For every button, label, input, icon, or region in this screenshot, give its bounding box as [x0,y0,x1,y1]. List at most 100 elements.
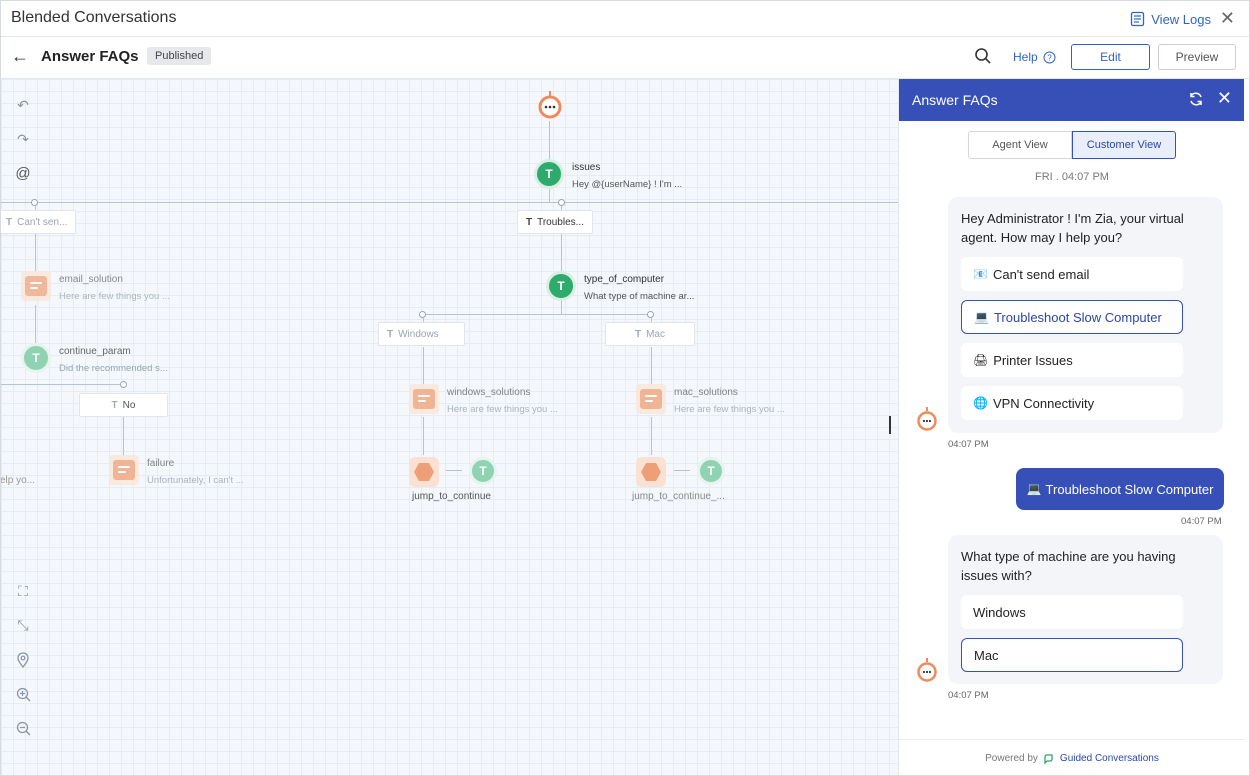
svg-text:?: ? [1047,53,1052,62]
tab-agent-view[interactable]: Agent View [968,131,1072,159]
preview-title: Answer FAQs [912,92,998,108]
text-type-icon: T [111,399,118,411]
zoom-in-icon[interactable] [12,683,34,705]
view-logs-link[interactable]: View Logs [1130,11,1211,27]
node-name: issues [572,162,601,173]
option-mac[interactable]: Mac [961,638,1183,672]
guided-conversations-logo-icon [1044,753,1053,765]
undo-icon[interactable]: ↶ [17,96,29,113]
branch-tag-troubleshoot[interactable]: T Troubles... [517,210,593,234]
branch-dot [558,199,565,206]
branch-tag-windows[interactable]: T Windows [378,322,465,346]
flow-header: ← Answer FAQs Published Help ? Edit Prev… [1,37,1249,79]
close-preview-icon[interactable]: ✕ [1216,88,1232,108]
option-label: Mac [974,647,999,663]
zoom-out-icon[interactable] [12,717,34,739]
text-type-icon: T [526,216,533,228]
date-separator: FRI . 04:07 PM [1035,171,1109,183]
bot-start-icon[interactable] [537,91,563,119]
message-node-icon [636,384,666,414]
help-icon: ? [1043,51,1056,63]
close-window-icon[interactable]: ✕ [1219,8,1235,28]
connector [1,202,898,203]
branch-tag-mac[interactable]: T Mac [605,322,695,346]
connector [674,470,690,471]
fit-screen-icon[interactable]: ⛶ [18,582,28,599]
preview-panel: Answer FAQs ✕ Agent View Customer View F… [898,79,1245,775]
location-icon[interactable] [12,649,34,671]
option-label: VPN Connectivity [992,395,1095,411]
option-cant-send-email[interactable]: 📧 Can't send email [961,257,1183,291]
connector [123,417,124,457]
connector [35,234,36,272]
connector [651,318,652,322]
laptop-icon: 💻 [974,310,989,324]
connector [561,206,562,210]
message-node-icon [409,384,439,414]
view-logs-label: View Logs [1151,11,1211,27]
search-icon[interactable] [974,47,992,70]
connector [423,347,424,385]
option-windows[interactable]: Windows [961,595,1183,629]
email-icon: 📧 [973,267,988,281]
text-cursor [889,416,891,434]
help-link[interactable]: Help ? [1013,50,1056,64]
bot-avatar-icon [916,658,938,682]
option-vpn-connectivity[interactable]: 🌐 VPN Connectivity [961,386,1183,420]
connector [446,470,462,471]
tag-label: Mac [646,328,665,340]
edit-button[interactable]: Edit [1071,44,1150,70]
node-name: windows_solutions [447,387,531,398]
bot-message-bubble: Hey Administrator ! I'm Zia, your virtua… [948,197,1223,433]
connector [549,189,550,203]
title-bar: Blended Conversations View Logs ✕ [1,1,1249,37]
user-message-text: Troubleshoot Slow Computer [1045,481,1214,497]
refresh-icon[interactable] [1188,91,1204,110]
expand-icon[interactable]: ⤡ [17,616,29,633]
text-node-icon: T [469,457,497,485]
tag-label: Can't sen... [17,216,68,228]
node-desc: What type of machine ar... [584,291,695,302]
message-timestamp: 04:07 PM [1181,516,1222,527]
text-type-icon: T [6,216,13,228]
preview-button[interactable]: Preview [1158,44,1236,70]
mention-icon[interactable]: @ [15,164,31,182]
node-name: email_solution [59,274,123,285]
connector [561,234,562,272]
redo-icon[interactable]: ↷ [17,130,29,147]
node-desc: Did the recommended s... [59,363,168,374]
footer-brand[interactable]: Guided Conversations [1059,753,1159,764]
view-tabs: Agent View Customer View [968,131,1176,159]
tag-label: Windows [398,328,439,340]
connector [549,121,550,159]
app-title: Blended Conversations [11,9,177,26]
branch-tag-no[interactable]: T No [79,393,168,417]
tag-label: No [122,399,136,411]
branch-tag-cant-send[interactable]: T Can't sen... [1,210,77,234]
jump-label: jump_to_continue_... [632,491,725,502]
connector [1,384,124,385]
text-node-icon: T [534,159,564,189]
page-title: Answer FAQs [41,48,139,65]
footer-prefix: Powered by [985,753,1038,764]
option-troubleshoot-slow-computer[interactable]: 💻 Troubleshoot Slow Computer [961,300,1183,334]
flow-canvas[interactable]: ↶ ↷ @ ⛶ ⤡ [1,79,898,775]
option-printer-issues[interactable]: 🖨 Printer Issues [961,343,1183,377]
jump-node-icon [409,457,439,487]
node-name: continue_param [59,346,131,357]
option-label: Troubleshoot Slow Computer [993,309,1162,325]
node-desc: Here are few things you ... [674,404,785,415]
connector [423,318,424,322]
branch-dot [647,311,654,318]
connector [423,417,424,455]
text-node-icon: T [697,457,725,485]
bot-message-text: What type of machine are you having issu… [961,549,1176,583]
logs-icon [1131,11,1145,27]
branch-dot [419,311,426,318]
bot-message-text: Hey Administrator ! I'm Zia, your virtua… [961,211,1184,245]
jump-node-icon [636,457,666,487]
back-arrow-icon[interactable]: ← [11,46,29,66]
tab-customer-view[interactable]: Customer View [1072,131,1176,159]
node-name: mac_solutions [674,387,738,398]
